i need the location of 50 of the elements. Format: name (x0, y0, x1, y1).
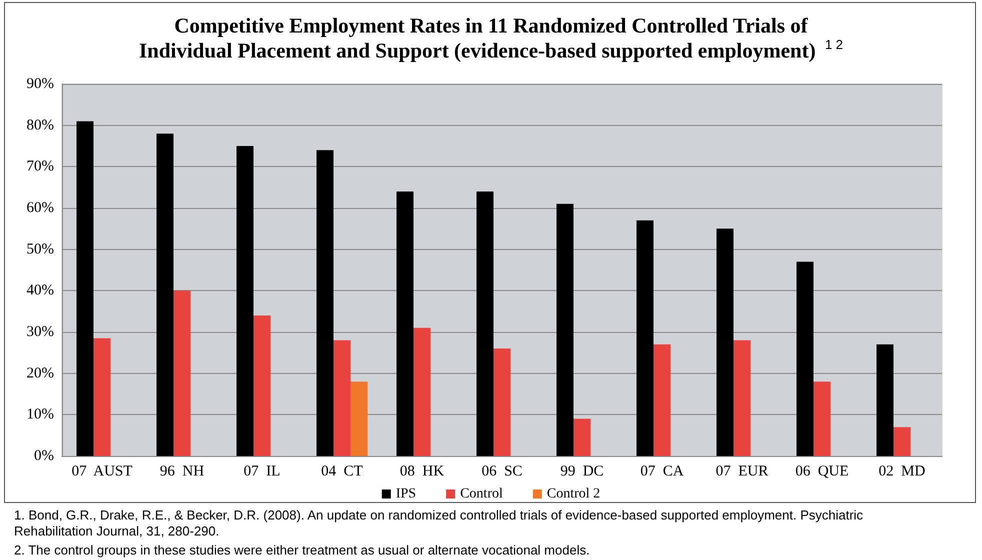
x-tick-label: 96 NH (160, 464, 204, 480)
bar (350, 382, 368, 456)
bar (254, 315, 270, 456)
x-tick-label: 06 QUE (795, 464, 849, 480)
bar (156, 134, 174, 456)
legend-label: IPS (396, 486, 416, 502)
bar (76, 121, 94, 456)
y-tick-label: 20% (26, 365, 54, 382)
chart-title: Competitive Employment Rates in 11 Randomized Controlled Trials of Individual Placement and Support (evidence-based supported employment) 1 2 (138, 14, 844, 62)
x-tick-label: 04 CT (321, 464, 363, 480)
y-tick-label: 0% (34, 448, 54, 464)
bar (236, 146, 254, 456)
bar (636, 220, 654, 456)
x-tick-label: 99 DC (560, 464, 604, 480)
bar (734, 340, 750, 456)
bar (654, 344, 670, 456)
y-tick-label: 50% (26, 241, 54, 258)
legend-label: Control 2 (546, 486, 600, 502)
x-tick-label: 07 IL (244, 464, 280, 480)
bar (334, 340, 350, 456)
text: 2. The control groups in these studies were either treatment as usual or alternate vocational models. (14, 542, 590, 558)
y-tick-label: 60% (26, 200, 54, 216)
y-tick-label: 30% (26, 324, 54, 340)
bar (814, 382, 830, 456)
y-tick-label: 70% (26, 158, 54, 175)
y-tick-label: 90% (26, 76, 54, 92)
bar (574, 418, 590, 456)
y-tick-label: 80% (26, 117, 54, 134)
bar (796, 262, 814, 456)
x-tick-label: 07 AUST (72, 464, 132, 480)
x-tick-label: 07 EUR (716, 464, 768, 480)
legend-label: Control (460, 486, 503, 502)
text: 1. Bond, G.R., Drake, R.E., & Becker, D.R. (2008). An update on randomized controlled trials of evidence-based supported employment. Psychiatric Rehabilitation Journal, 31, 280-290. (14, 508, 867, 538)
bar (414, 328, 430, 456)
x-tick-label: 08 HK (400, 464, 444, 480)
bar (894, 427, 910, 456)
x-tick-label: 07 CA (640, 464, 684, 480)
bar (716, 228, 734, 456)
bar (396, 191, 414, 456)
bar (476, 191, 494, 456)
bar (316, 150, 334, 456)
bar (494, 348, 510, 456)
y-tick-label: 10% (26, 406, 54, 423)
bar (876, 344, 894, 456)
bar (174, 290, 190, 456)
x-tick-label: 02 MD (878, 464, 926, 480)
bar (556, 204, 574, 456)
bar (94, 338, 110, 456)
x-tick-label: 06 SC (482, 464, 522, 480)
y-tick-label: 40% (26, 282, 54, 299)
